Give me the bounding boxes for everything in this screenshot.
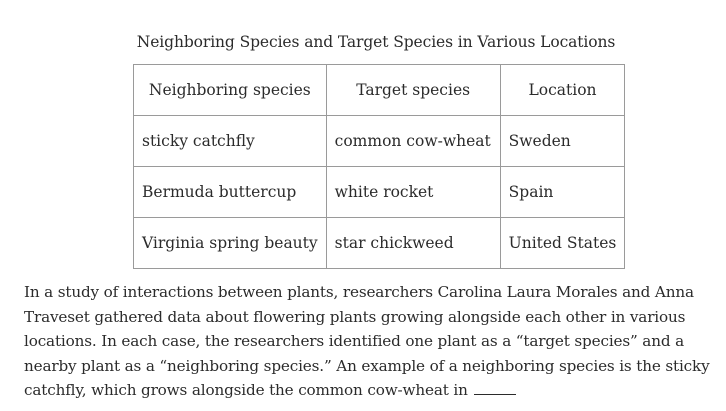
table-cell: sticky catchfly <box>133 115 327 167</box>
column-header-location: Location <box>499 64 626 116</box>
table-cell: Sweden <box>499 115 626 167</box>
table-caption: Neighboring Species and Target Species i… <box>136 33 616 51</box>
column-header-target-species: Target species <box>325 64 501 116</box>
table-row: sticky catchfly common cow-wheat Sweden <box>133 115 626 167</box>
fill-in-blank <box>474 380 517 396</box>
table-cell: Spain <box>499 166 626 218</box>
table-cell: star chickweed <box>325 217 501 269</box>
table-cell: common cow-wheat <box>325 115 501 167</box>
table-cell: Virginia spring beauty <box>133 217 327 269</box>
table-cell: United States <box>499 217 626 269</box>
table-row: Bermuda buttercup white rocket Spain <box>133 166 626 218</box>
table-cell: white rocket <box>325 166 501 218</box>
passage-text: In a study of interactions between plant… <box>24 283 710 400</box>
passage-paragraph: In a study of interactions between plant… <box>24 280 724 403</box>
species-table: Neighboring species Target species Locat… <box>133 64 626 269</box>
table-cell: Bermuda buttercup <box>133 166 327 218</box>
table-row: Virginia spring beauty star chickweed Un… <box>133 217 626 269</box>
table-header-row: Neighboring species Target species Locat… <box>133 64 626 116</box>
column-header-neighboring-species: Neighboring species <box>133 64 327 116</box>
